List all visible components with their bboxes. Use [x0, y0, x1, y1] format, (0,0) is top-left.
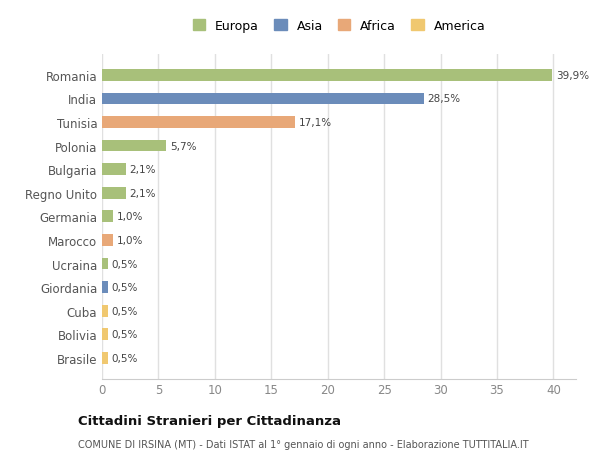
- Text: 1,0%: 1,0%: [116, 212, 143, 222]
- Bar: [102, 258, 107, 270]
- Bar: [102, 93, 424, 105]
- Bar: [102, 140, 166, 152]
- Bar: [102, 282, 107, 293]
- Text: 39,9%: 39,9%: [556, 71, 589, 81]
- Text: 28,5%: 28,5%: [427, 94, 460, 104]
- Bar: [102, 235, 113, 246]
- Bar: [102, 305, 107, 317]
- Bar: [102, 117, 295, 129]
- Bar: [102, 70, 552, 82]
- Text: 0,5%: 0,5%: [111, 259, 137, 269]
- Bar: [102, 164, 126, 176]
- Text: 5,7%: 5,7%: [170, 141, 196, 151]
- Bar: [102, 187, 126, 199]
- Text: 0,5%: 0,5%: [111, 306, 137, 316]
- Legend: Europa, Asia, Africa, America: Europa, Asia, Africa, America: [189, 16, 489, 36]
- Text: 0,5%: 0,5%: [111, 330, 137, 340]
- Text: 2,1%: 2,1%: [129, 188, 155, 198]
- Text: 0,5%: 0,5%: [111, 353, 137, 363]
- Text: 17,1%: 17,1%: [298, 118, 331, 128]
- Text: 0,5%: 0,5%: [111, 282, 137, 292]
- Text: 2,1%: 2,1%: [129, 165, 155, 175]
- Bar: [102, 352, 107, 364]
- Bar: [102, 329, 107, 341]
- Text: Cittadini Stranieri per Cittadinanza: Cittadini Stranieri per Cittadinanza: [78, 414, 341, 428]
- Bar: [102, 211, 113, 223]
- Text: COMUNE DI IRSINA (MT) - Dati ISTAT al 1° gennaio di ogni anno - Elaborazione TUT: COMUNE DI IRSINA (MT) - Dati ISTAT al 1°…: [78, 440, 529, 449]
- Text: 1,0%: 1,0%: [116, 235, 143, 246]
